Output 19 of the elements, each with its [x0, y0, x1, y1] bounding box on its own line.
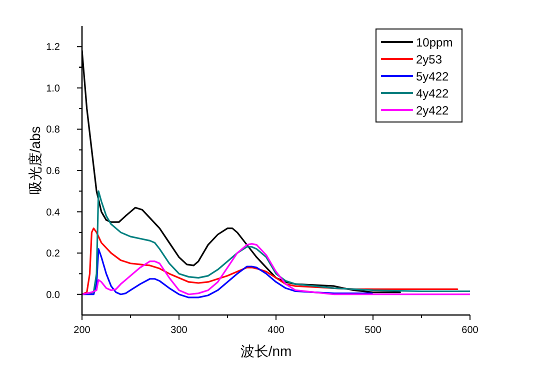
- legend-label: 2y53: [416, 52, 442, 66]
- x-tick-label: 200: [74, 325, 91, 336]
- x-tick-label: 600: [462, 325, 479, 336]
- legend-label: 10ppm: [416, 36, 453, 50]
- x-tick-label: 300: [170, 325, 188, 336]
- y-tick-label: 0.0: [46, 290, 60, 301]
- x-tick-label: 400: [268, 325, 285, 336]
- y-tick-label: 1.0: [46, 83, 60, 94]
- y-tick-label: 0.6: [46, 166, 60, 177]
- legend-label: 4y422: [416, 86, 450, 100]
- y-tick-label: 0.4: [46, 207, 60, 218]
- y-tick-label: 1.2: [46, 42, 60, 54]
- x-axis-title: 波长/nm: [240, 343, 292, 359]
- y-tick-label: 0.8: [46, 124, 60, 136]
- legend-label: 5y422: [416, 70, 450, 84]
- x-tick-label: 500: [364, 325, 382, 336]
- y-tick-label: 0.2: [46, 248, 60, 260]
- legend-label: 2y422: [416, 104, 450, 118]
- y-axis-title: 吸光度/abs: [27, 126, 43, 195]
